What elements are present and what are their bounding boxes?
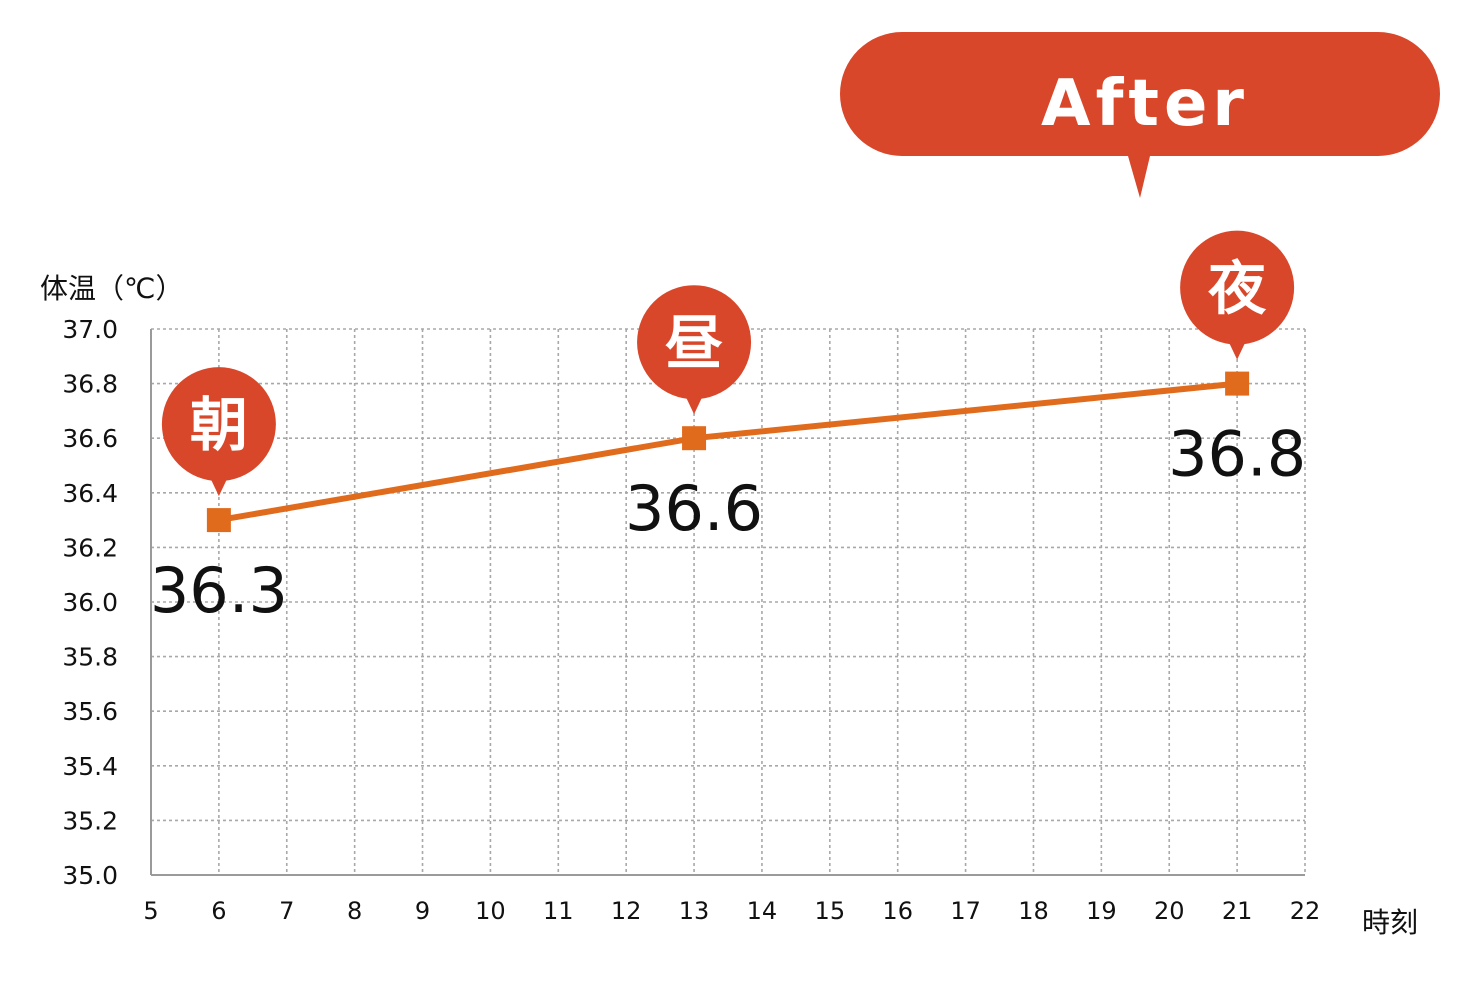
x-tick-label: 12 [611, 897, 642, 925]
y-tick-label: 35.0 [62, 861, 118, 890]
time-badge: 夜 [1180, 230, 1295, 360]
time-badge-pointer [209, 477, 228, 497]
time-badge-pointer [685, 395, 704, 415]
data-point-marker [1225, 371, 1250, 396]
x-tick-label: 18 [1018, 897, 1049, 925]
y-tick-label: 36.0 [62, 588, 118, 617]
x-tick-label: 21 [1222, 897, 1253, 925]
y-tick-label: 35.8 [62, 643, 118, 672]
x-tick-label: 20 [1154, 897, 1185, 925]
x-tick-label: 15 [815, 897, 846, 925]
after-callout: After [840, 32, 1440, 198]
time-badge-circle [1180, 230, 1295, 345]
x-tick-label: 10 [475, 897, 506, 925]
grid [151, 328, 1306, 875]
x-tick-label: 5 [143, 897, 158, 925]
axes: 35.0 35.2 35.4 35.6 35.8 36.0 36.2 36.4 36.6 36.8… [62, 315, 1320, 925]
x-axis-label: 時刻 [1362, 906, 1418, 939]
x-tick-label: 11 [543, 897, 574, 925]
y-tick-label: 36.8 [62, 370, 118, 399]
time-badge-label: 昼 [665, 309, 723, 377]
y-tick-label: 36.4 [62, 479, 118, 508]
x-tick-label: 6 [211, 897, 226, 925]
y-axis-label: 体温（℃） [40, 272, 183, 305]
data-value-label: 36.8 [1168, 418, 1306, 491]
x-tick-label: 16 [882, 897, 913, 925]
time-badge-label: 夜 [1207, 255, 1267, 323]
time-badge: 朝 [161, 367, 276, 497]
data-value-label: 36.6 [625, 472, 763, 545]
time-badges: 朝 昼 夜 [161, 230, 1295, 497]
y-tick-label: 36.2 [62, 533, 118, 562]
y-tick-label: 35.2 [62, 806, 118, 835]
data-value-label: 36.3 [150, 554, 288, 627]
y-tick-label: 35.6 [62, 697, 118, 726]
time-badge-circle [161, 367, 276, 482]
y-tick-label: 37.0 [62, 315, 118, 344]
x-tick-label: 17 [950, 897, 981, 925]
time-badge-pointer [1228, 340, 1247, 360]
time-badge-label: 朝 [190, 391, 248, 459]
series-layer: 36.3 36.6 36.8 [150, 371, 1306, 627]
data-point-marker [206, 508, 231, 533]
data-point-marker [682, 426, 707, 451]
x-tick-label: 7 [279, 897, 294, 925]
x-tick-label: 22 [1290, 897, 1321, 925]
time-badge-circle [637, 285, 752, 400]
y-tick-label: 36.6 [62, 424, 118, 453]
after-callout-label: After [1041, 67, 1249, 141]
time-badge: 昼 [637, 285, 752, 415]
x-tick-label: 9 [415, 897, 430, 925]
x-tick-label: 8 [347, 897, 362, 925]
x-tick-label: 14 [747, 897, 778, 925]
after-callout-bubble [840, 32, 1440, 198]
x-tick-label: 13 [679, 897, 710, 925]
x-tick-label: 19 [1086, 897, 1117, 925]
y-tick-label: 35.4 [62, 752, 118, 781]
